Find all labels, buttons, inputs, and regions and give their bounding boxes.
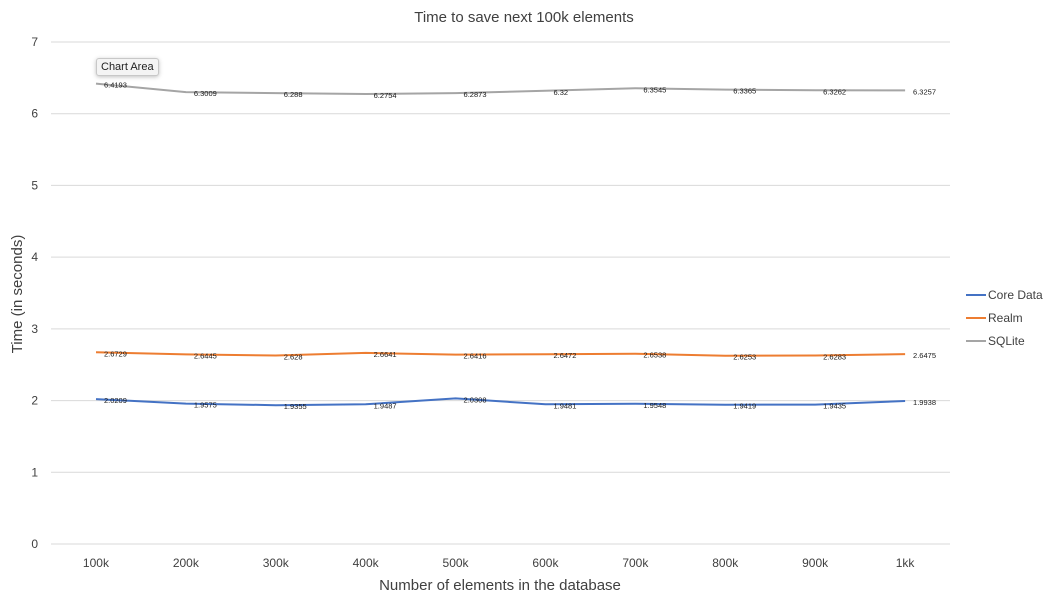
x-axis-title: Number of elements in the database bbox=[379, 577, 621, 594]
series-lines bbox=[95, 82, 906, 407]
data-label-sqlite: 6.3257 bbox=[913, 87, 936, 96]
data-label-realm: 2.6416 bbox=[464, 352, 487, 361]
data-label-realm: 2.6729 bbox=[104, 349, 127, 358]
data-label-sqlite: 6.2873 bbox=[464, 90, 487, 99]
x-tick-label: 900k bbox=[802, 556, 829, 570]
data-label-core-data: 1.9548 bbox=[643, 401, 666, 410]
y-tick-label: 3 bbox=[31, 322, 38, 336]
y-tick-label: 1 bbox=[31, 465, 38, 479]
x-tick-label: 300k bbox=[263, 556, 290, 570]
data-label-sqlite: 6.32 bbox=[553, 88, 568, 97]
data-label-core-data: 1.9575 bbox=[194, 401, 217, 410]
data-label-core-data: 1.9487 bbox=[374, 401, 397, 410]
y-tick-label: 6 bbox=[31, 107, 38, 121]
data-label-core-data: 1.9419 bbox=[733, 402, 756, 411]
x-tick-label: 600k bbox=[532, 556, 559, 570]
x-tick-label: 500k bbox=[443, 556, 470, 570]
series-line-sqlite bbox=[95, 82, 906, 95]
data-label-sqlite: 6.2754 bbox=[374, 91, 397, 100]
data-label-realm: 2.6538 bbox=[643, 351, 666, 360]
y-tick-label: 5 bbox=[31, 178, 38, 192]
data-label-sqlite: 6.288 bbox=[284, 90, 303, 99]
x-tick-label: 1kk bbox=[896, 556, 916, 570]
legend-label-realm: Realm bbox=[988, 311, 1023, 325]
data-label-core-data: 1.9481 bbox=[553, 401, 576, 410]
y-tick-label: 4 bbox=[31, 250, 38, 264]
data-label-realm: 2.628 bbox=[284, 353, 303, 362]
data-label-sqlite: 6.3545 bbox=[643, 85, 666, 94]
x-tick-label: 100k bbox=[83, 556, 110, 570]
series-line-realm bbox=[95, 351, 906, 357]
legend-label-sqlite: SQLite bbox=[988, 334, 1025, 348]
y-tick-label: 0 bbox=[31, 537, 38, 551]
chart-title: Time to save next 100k elements bbox=[414, 9, 634, 26]
gridlines bbox=[51, 41, 950, 545]
y-axis-tick-labels: 0 1 2 3 4 5 6 7 bbox=[31, 35, 38, 551]
data-label-sqlite: 6.3262 bbox=[823, 87, 846, 96]
y-tick-label: 7 bbox=[31, 35, 38, 49]
data-label-sqlite: 6.3009 bbox=[194, 89, 217, 98]
data-labels: 2.0209 1.9575 1.9355 1.9487 2.0308 1.9481 1.95… bbox=[104, 81, 936, 412]
x-tick-label: 200k bbox=[173, 556, 200, 570]
data-label-realm: 2.6445 bbox=[194, 351, 217, 360]
data-label-core-data: 2.0308 bbox=[464, 395, 487, 404]
data-label-realm: 2.6472 bbox=[553, 351, 576, 360]
data-label-realm: 2.6253 bbox=[733, 353, 756, 362]
data-label-realm: 2.6641 bbox=[374, 350, 397, 359]
series-line-core-data bbox=[95, 397, 906, 407]
data-label-sqlite: 6.4193 bbox=[104, 81, 127, 90]
data-label-sqlite: 6.3365 bbox=[733, 87, 756, 96]
data-label-core-data: 1.9938 bbox=[913, 398, 936, 407]
x-axis-tick-labels: 100k 200k 300k 400k 500k 600k 700k 800k 900k 1kk bbox=[83, 556, 915, 570]
data-label-realm: 2.6283 bbox=[823, 353, 846, 362]
data-label-realm: 2.6475 bbox=[913, 351, 936, 360]
data-label-core-data: 1.9355 bbox=[284, 402, 307, 411]
x-tick-label: 800k bbox=[712, 556, 739, 570]
chart-area-tooltip: Chart Area bbox=[96, 58, 159, 76]
legend-label-core-data: Core Data bbox=[988, 288, 1043, 302]
data-label-core-data: 2.0209 bbox=[104, 396, 127, 405]
x-tick-label: 400k bbox=[353, 556, 380, 570]
legend: Core Data Realm SQLite bbox=[966, 288, 1043, 348]
y-axis-title: Time (in seconds) bbox=[9, 235, 26, 354]
y-tick-label: 2 bbox=[31, 394, 38, 408]
x-tick-label: 700k bbox=[622, 556, 649, 570]
data-label-core-data: 1.9435 bbox=[823, 402, 846, 411]
